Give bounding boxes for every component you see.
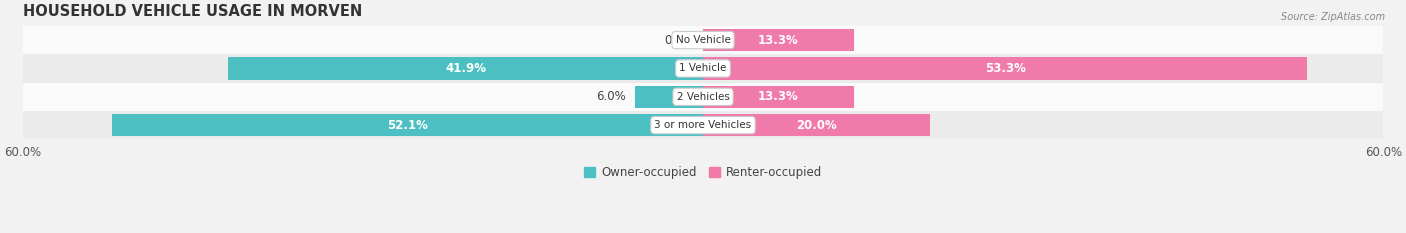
- Bar: [22, 83, 1384, 111]
- Text: No Vehicle: No Vehicle: [675, 35, 731, 45]
- Bar: [22, 54, 1384, 83]
- Text: Source: ZipAtlas.com: Source: ZipAtlas.com: [1281, 12, 1385, 22]
- Bar: [703, 86, 853, 108]
- Text: 2 Vehicles: 2 Vehicles: [676, 92, 730, 102]
- Text: 53.3%: 53.3%: [984, 62, 1025, 75]
- Bar: [703, 57, 1308, 79]
- Bar: [703, 114, 929, 136]
- Legend: Owner-occupied, Renter-occupied: Owner-occupied, Renter-occupied: [579, 161, 827, 184]
- Text: HOUSEHOLD VEHICLE USAGE IN MORVEN: HOUSEHOLD VEHICLE USAGE IN MORVEN: [22, 4, 361, 19]
- Text: 52.1%: 52.1%: [387, 119, 427, 132]
- Text: 13.3%: 13.3%: [758, 90, 799, 103]
- Bar: [22, 26, 1384, 54]
- Text: 20.0%: 20.0%: [796, 119, 837, 132]
- Text: 41.9%: 41.9%: [444, 62, 486, 75]
- Text: 6.0%: 6.0%: [596, 90, 626, 103]
- Bar: [228, 57, 703, 79]
- Text: 13.3%: 13.3%: [758, 34, 799, 47]
- Bar: [22, 111, 1384, 139]
- Text: 1 Vehicle: 1 Vehicle: [679, 63, 727, 73]
- Bar: [636, 86, 703, 108]
- Text: 0.0%: 0.0%: [664, 34, 695, 47]
- Text: 3 or more Vehicles: 3 or more Vehicles: [654, 120, 752, 130]
- Bar: [703, 29, 853, 51]
- Bar: [112, 114, 703, 136]
